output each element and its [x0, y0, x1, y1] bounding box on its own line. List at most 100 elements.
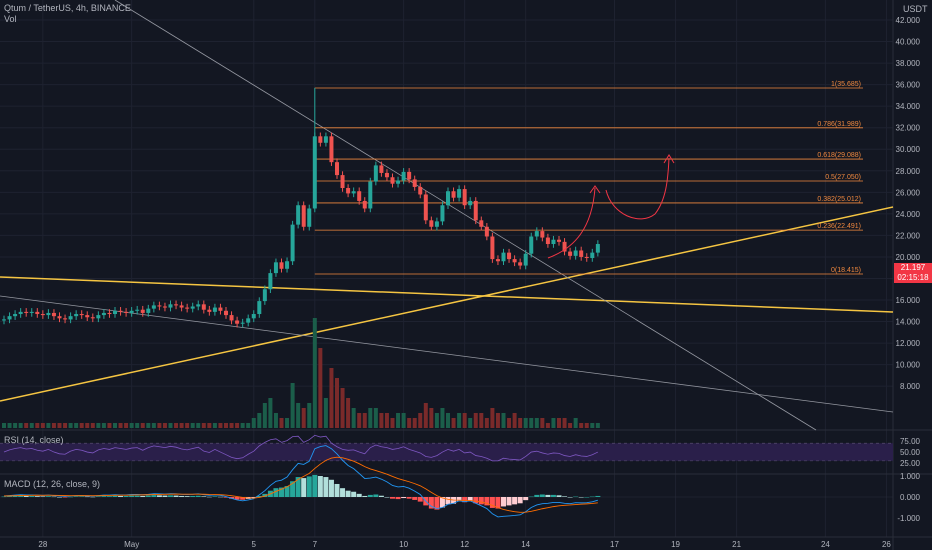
volume-bar: [568, 423, 573, 428]
volume-bar: [518, 418, 523, 428]
volume-bar: [285, 418, 290, 428]
price-tick-label: 24.000: [896, 210, 921, 219]
macd-histogram-bar: [190, 495, 196, 497]
volume-bar: [135, 423, 140, 428]
hand-drawn-arrows[interactable]: [547, 154, 675, 259]
price-tick-label: 42.000: [896, 16, 921, 25]
volume-bar: [329, 368, 334, 428]
volume-bar: [390, 418, 395, 428]
volume-bar: [301, 408, 306, 428]
macd-histogram-bar: [1, 496, 7, 498]
macd-histogram-bar: [301, 478, 307, 497]
fibonacci-retracement[interactable]: 1(35.685) 0.786(31.989) 0.618(29.088) 0.5(2…: [314, 81, 863, 275]
macd-histogram-bar: [312, 474, 318, 497]
macd-histogram-bar: [201, 496, 207, 497]
rsi-line: [3, 434, 599, 462]
candle-body: [451, 191, 456, 198]
volume-bar: [18, 423, 23, 428]
candle-body: [351, 191, 356, 194]
signal-line: [3, 456, 598, 513]
volume-label[interactable]: Vol: [4, 14, 17, 24]
candle-body: [63, 318, 68, 320]
macd-histogram-bar: [495, 497, 501, 509]
macd-histogram-bar: [162, 495, 168, 497]
candle-body: [157, 305, 162, 307]
symbol-title[interactable]: Qtum / TetherUS, 4h, BINANCE: [4, 3, 131, 13]
volume-bar: [368, 408, 373, 428]
volume-bar: [179, 423, 184, 428]
candle-body: [573, 250, 578, 256]
macd-tick-label: -1.000: [897, 514, 920, 523]
rsi-label[interactable]: RSI (14, close): [4, 435, 64, 445]
volume-bar: [40, 423, 45, 428]
macd-histogram-bar: [279, 487, 284, 497]
candle-body: [68, 316, 73, 320]
volume-bar: [63, 423, 68, 428]
volume-bar: [335, 378, 339, 428]
macd-histogram-bar: [156, 495, 162, 497]
candle-body: [146, 308, 151, 313]
volume-bar: [579, 423, 584, 428]
candle-body: [273, 262, 278, 274]
candle-body: [579, 250, 584, 257]
fib-level-label: 0.236(22.491): [817, 223, 861, 230]
macd-histogram-bar: [390, 497, 395, 499]
candle-body: [479, 220, 484, 227]
volume-bar: [201, 423, 206, 428]
macd-histogram-bar: [145, 495, 151, 497]
price-axis[interactable]: 42.000 40.000 38.000 36.000 34.000 32.000 30.0…: [896, 16, 921, 523]
volume-bar: [473, 413, 478, 428]
volume-bar: [495, 413, 500, 428]
candle-body: [257, 301, 262, 315]
volume-bar: [562, 418, 567, 428]
volume-bar: [545, 423, 550, 428]
volume-bar: [118, 423, 123, 428]
macd-histogram-bar: [362, 495, 368, 497]
macd-histogram-bar: [134, 495, 140, 497]
volume-bar: [446, 413, 450, 428]
trendlines[interactable]: [0, 0, 894, 431]
candle-body: [401, 171, 406, 181]
volume-bar: [540, 418, 545, 428]
time-axis[interactable]: 28May57101214171921242628: [38, 540, 932, 549]
candle-body: [346, 188, 351, 194]
macd-histogram-bar: [184, 496, 190, 497]
macd-histogram-bar: [112, 495, 118, 497]
volume-bar: [451, 418, 456, 428]
macd-histogram-bar: [212, 496, 218, 497]
volume-bar: [107, 423, 112, 428]
macd-label[interactable]: MACD (12, 26, close, 9): [4, 479, 101, 489]
macd-histogram-bar: [317, 476, 323, 497]
volume-bar: [512, 413, 517, 428]
macd-histogram-bar: [584, 497, 590, 498]
candle-body: [240, 322, 245, 324]
volume-bar: [229, 423, 234, 428]
candle-body: [301, 205, 306, 227]
volume-bar: [96, 423, 101, 428]
candle-body: [384, 172, 389, 178]
candle-body: [595, 244, 600, 253]
candle-body: [40, 314, 45, 316]
candle-body: [429, 220, 434, 227]
candle-body: [212, 307, 217, 312]
volume-bar: [551, 418, 556, 428]
volume-bar: [190, 423, 195, 428]
volume-bar: [462, 413, 467, 428]
price-tick-label: 34.000: [896, 102, 921, 111]
arrow-head: [663, 154, 675, 164]
macd-histogram-bar: [412, 497, 418, 500]
candle-body: [446, 191, 450, 206]
time-tick-label: May: [124, 540, 139, 549]
candle-body: [35, 311, 40, 315]
macd-histogram-bar: [123, 495, 129, 497]
fib-level-label: 0.786(31.989): [817, 121, 861, 128]
candle-body: [495, 259, 500, 262]
volume-bar: [351, 408, 356, 428]
macd-histogram-bar: [217, 496, 223, 498]
volume-bar: [162, 423, 167, 428]
macd-histogram-bar: [7, 496, 13, 497]
volume-bar: [573, 418, 578, 428]
candle-body: [584, 256, 589, 259]
macd-histogram-bar: [306, 476, 312, 497]
